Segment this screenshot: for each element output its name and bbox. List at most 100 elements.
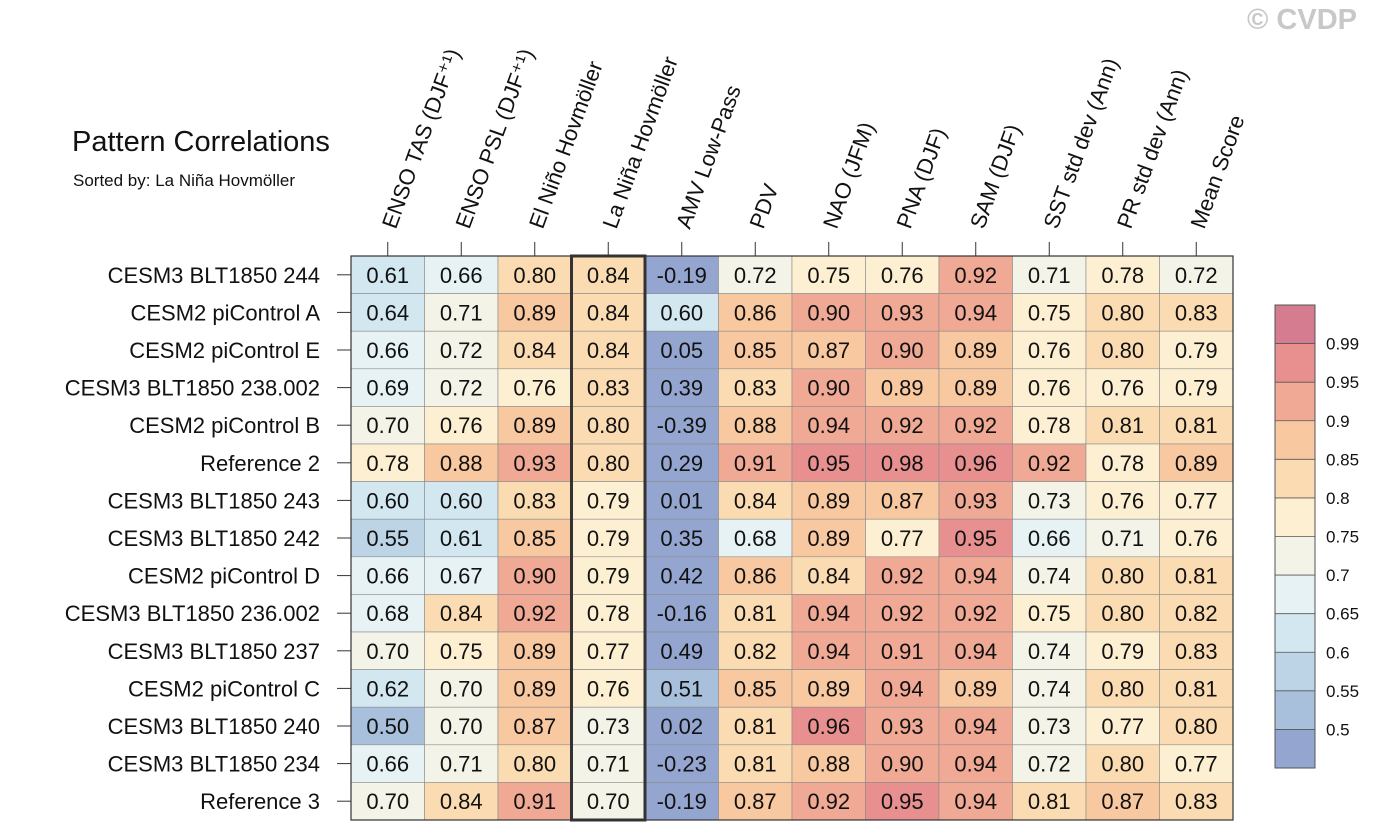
colorbar-label: 0.8 <box>1326 489 1350 508</box>
heatmap-cell <box>350 443 425 482</box>
cell-value: 0.77 <box>1101 714 1144 739</box>
row-label: Reference 3 <box>200 789 320 814</box>
colorbar-swatch <box>1275 420 1315 460</box>
colorbar-swatch <box>1275 459 1315 498</box>
heatmap-cell <box>865 594 940 633</box>
cell-value: 0.94 <box>954 300 997 325</box>
heatmap-cell <box>1012 782 1087 821</box>
heatmap-cell <box>865 443 940 482</box>
row-label: CESM2 piControl E <box>129 338 320 363</box>
cell-value: 0.75 <box>440 639 483 664</box>
heatmap-cell <box>644 518 719 558</box>
heatmap-cell <box>571 368 646 407</box>
heatmap-cell <box>1159 330 1234 370</box>
cell-value: 0.71 <box>587 752 630 777</box>
heatmap-cell <box>644 782 719 821</box>
heatmap-cell <box>791 669 866 708</box>
colorbar-swatch <box>1275 575 1315 614</box>
cell-value: 0.73 <box>587 714 630 739</box>
cell-value: -0.19 <box>657 789 707 814</box>
heatmap-cell <box>938 556 1013 595</box>
cell-value: 0.87 <box>734 789 777 814</box>
cell-value: 0.91 <box>513 789 556 814</box>
chart-title: Pattern Correlations <box>72 126 330 158</box>
cell-value: 0.89 <box>807 526 850 551</box>
heatmap-cell <box>1085 594 1160 633</box>
cell-value: 0.95 <box>807 451 850 476</box>
cell-value: 0.68 <box>734 526 777 551</box>
cell-value: 0.76 <box>1028 376 1071 401</box>
cell-value: 0.70 <box>366 789 409 814</box>
colorbar-label: 0.6 <box>1326 643 1350 662</box>
heatmap-cell <box>644 744 719 783</box>
cell-value: 0.92 <box>1028 451 1071 476</box>
cell-value: 0.83 <box>1175 300 1218 325</box>
heatmap-cell <box>791 744 866 783</box>
heatmap-cell <box>424 669 499 708</box>
cell-value: 0.80 <box>1175 714 1218 739</box>
heatmap-cell <box>791 706 866 746</box>
cell-value: 0.81 <box>1028 789 1071 814</box>
column-label: Mean Score <box>1185 112 1249 232</box>
row-label: CESM3 BLT1850 237 <box>108 639 320 664</box>
colorbar-label: 0.85 <box>1326 450 1359 469</box>
heatmap-cell <box>424 293 499 332</box>
cell-value: 0.92 <box>807 789 850 814</box>
cell-value: 0.82 <box>734 639 777 664</box>
column-label: La Niña Hovmöller <box>597 53 682 232</box>
cell-value: 0.85 <box>734 338 777 363</box>
cell-value: 0.94 <box>807 639 850 664</box>
row-label: CESM2 piControl C <box>128 676 320 701</box>
heatmap-cell <box>497 706 572 746</box>
column-label: PNA (DJF) <box>891 124 950 231</box>
heatmap-cell <box>644 631 719 670</box>
heatmap-cell <box>424 255 499 294</box>
cell-value: 0.83 <box>1175 639 1218 664</box>
cell-value: 0.94 <box>881 676 924 701</box>
heatmap-cell <box>1159 706 1234 746</box>
cell-value: 0.70 <box>440 676 483 701</box>
cell-value: 0.93 <box>881 300 924 325</box>
heatmap-cell <box>571 330 646 370</box>
cell-value: 0.89 <box>954 338 997 363</box>
cell-value: 0.75 <box>807 263 850 288</box>
cell-value: 0.01 <box>660 488 703 513</box>
heatmap-cell <box>791 481 866 520</box>
cell-value: 0.79 <box>587 488 630 513</box>
heatmap-cell <box>718 744 793 783</box>
colorbar-swatch <box>1275 613 1315 653</box>
heatmap-cell <box>424 481 499 520</box>
colorbar-swatch <box>1275 305 1315 344</box>
cell-value: 0.93 <box>513 451 556 476</box>
cell-value: 0.77 <box>1175 752 1218 777</box>
heatmap-cell <box>571 744 646 783</box>
cell-value: 0.77 <box>587 639 630 664</box>
cell-value: 0.72 <box>440 376 483 401</box>
cell-value: 0.81 <box>734 714 777 739</box>
heatmap-cell <box>1085 706 1160 746</box>
heatmap-cell <box>938 481 1013 520</box>
heatmap-cell <box>938 669 1013 708</box>
cell-value: 0.81 <box>734 601 777 626</box>
cell-value: 0.80 <box>1101 752 1144 777</box>
cell-value: 0.72 <box>1028 752 1071 777</box>
cell-value: 0.88 <box>440 451 483 476</box>
cell-value: 0.84 <box>807 564 850 589</box>
heatmap-cell <box>1159 594 1234 633</box>
heatmap-cell <box>571 255 646 294</box>
cell-value: 0.89 <box>513 639 556 664</box>
cell-value: 0.81 <box>1101 413 1144 438</box>
column-labels: ENSO TAS (DJF⁺¹)ENSO PSL (DJF⁺¹)El Niño … <box>377 45 1250 256</box>
heatmap-cell <box>718 443 793 482</box>
cell-value: 0.89 <box>954 376 997 401</box>
heatmap-cell <box>1012 518 1087 558</box>
cell-value: 0.35 <box>660 526 703 551</box>
heatmap-cells <box>350 254 1234 822</box>
heatmap-cell-labels: 0.61 0.66 0.80 0.84 -0.19 0.72 0.75 0.76 0.92 0.7… <box>366 263 1217 814</box>
cell-value: 0.66 <box>366 338 409 363</box>
cell-value: 0.92 <box>954 263 997 288</box>
cell-value: 0.80 <box>1101 676 1144 701</box>
cell-value: 0.80 <box>513 263 556 288</box>
column-label: AMV Low-Pass <box>671 82 746 232</box>
